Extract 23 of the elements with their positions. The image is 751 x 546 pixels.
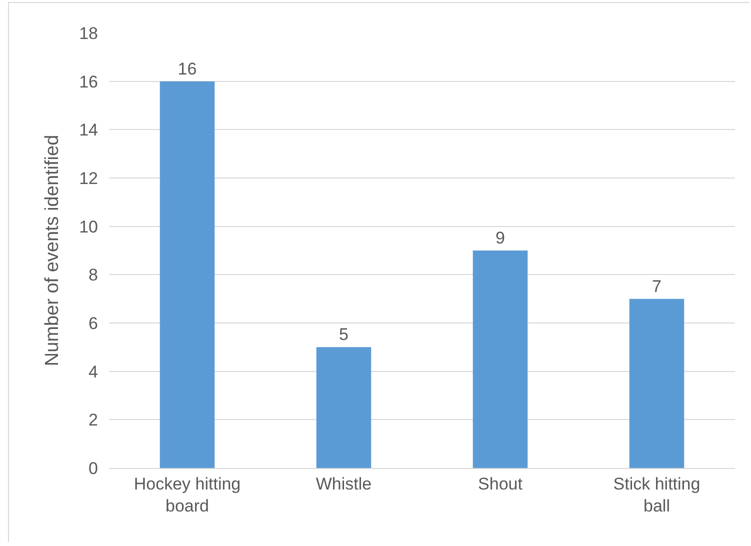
y-tick-label: 10 — [79, 217, 98, 236]
x-tick-label: Stick hitting ball — [613, 474, 700, 516]
x-tick-label: Whistle — [316, 474, 372, 494]
x-tick-label: Shout — [478, 474, 523, 494]
y-tick-label: 8 — [88, 266, 98, 285]
bar — [316, 347, 372, 468]
x-tick-label: Hockey hitting board — [134, 474, 241, 516]
y-tick-label: 4 — [88, 362, 98, 382]
y-tick-label: 16 — [79, 72, 98, 92]
y-tick-label: 14 — [79, 120, 98, 140]
bar — [629, 298, 684, 468]
y-tick-label: 12 — [79, 168, 98, 188]
data-label: 5 — [339, 325, 348, 344]
data-label: 9 — [496, 228, 505, 248]
bar — [472, 250, 528, 468]
bar — [160, 81, 215, 468]
data-label: 16 — [178, 59, 197, 78]
y-axis-title: Number of events identified — [42, 134, 63, 366]
y-tick-label: 2 — [88, 410, 98, 430]
data-label: 7 — [652, 276, 662, 296]
y-tick-label: 6 — [88, 314, 98, 333]
y-tick-label: 0 — [88, 458, 98, 478]
y-tick-label: 18 — [79, 24, 98, 43]
